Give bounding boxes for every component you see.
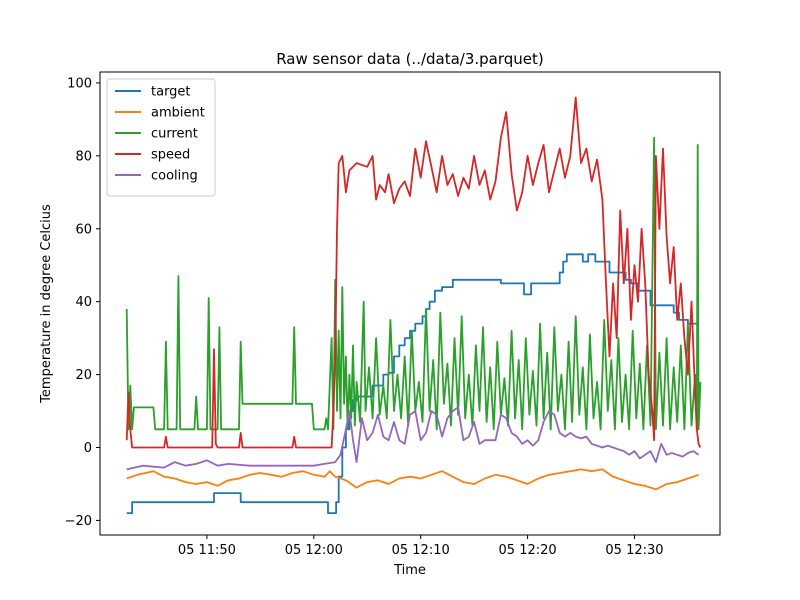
y-tick-label: 40 — [75, 295, 92, 310]
x-tick-label: 05 12:10 — [392, 543, 450, 558]
y-tick-label: 0 — [84, 441, 92, 456]
plot-frame — [99, 71, 721, 536]
legend-box — [106, 78, 216, 197]
legend-label-speed: speed — [151, 148, 190, 163]
x-axis-label: Time — [393, 563, 426, 578]
series-line-speed — [125, 96, 702, 449]
y-tick-label: −20 — [65, 514, 92, 529]
plot-area — [99, 71, 721, 536]
legend-label-target: target — [151, 85, 191, 100]
series-layer — [125, 96, 702, 514]
x-tick-label: 05 12:20 — [499, 543, 557, 558]
x-tick-label: 05 11:50 — [178, 543, 236, 558]
legend-label-current: current — [151, 127, 198, 142]
x-tick-label: 05 12:30 — [605, 543, 663, 558]
legend: target ambient current speed cooling — [106, 78, 216, 197]
series-line-ambient — [126, 468, 699, 491]
y-tick-label: 100 — [67, 76, 92, 91]
y-tick-label: 20 — [75, 368, 92, 383]
y-axis-label: Temperature in degree Celcius — [39, 204, 54, 404]
legend-label-ambient: ambient — [151, 106, 205, 121]
y-tick-label: 60 — [75, 222, 92, 237]
chart-title: Raw sensor data (../data/3.parquet) — [276, 50, 544, 68]
y-axis: −20 0 20 40 60 80 100 — [65, 76, 100, 529]
series-line-current — [125, 136, 702, 431]
x-axis: 05 11:50 05 12:00 05 12:10 05 12:20 05 12:30 — [178, 535, 664, 558]
series-line-cooling — [126, 406, 700, 471]
legend-label-cooling: cooling — [151, 169, 198, 184]
series-line-target — [126, 253, 699, 514]
y-tick-label: 80 — [75, 149, 92, 164]
x-tick-label: 05 12:00 — [285, 543, 343, 558]
